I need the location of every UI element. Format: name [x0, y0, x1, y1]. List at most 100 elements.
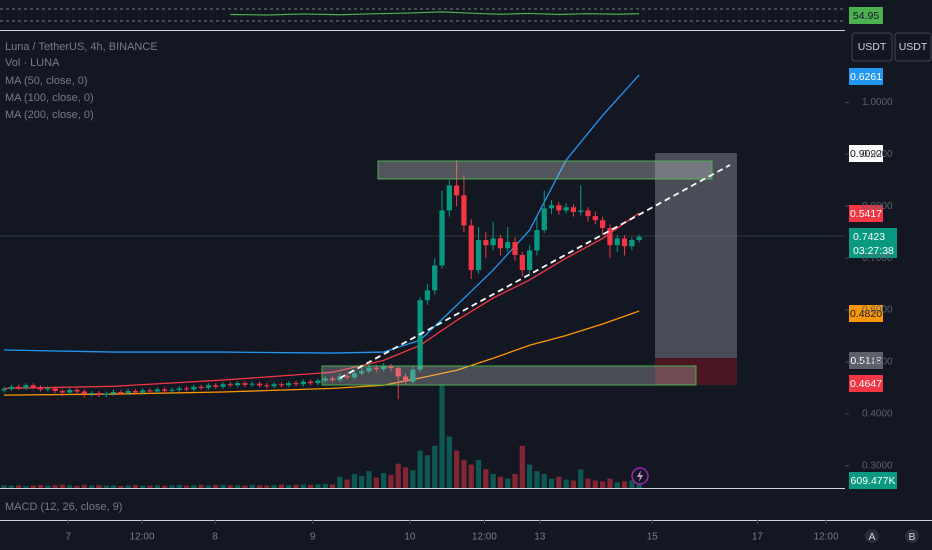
- corner-label[interactable]: B: [908, 531, 915, 543]
- candle-body: [271, 384, 277, 387]
- volume-bar: [563, 479, 569, 488]
- volume-bar: [161, 485, 168, 488]
- volume-bar: [490, 473, 496, 488]
- volume-bar: [140, 485, 146, 488]
- x-tick-label: 17: [752, 532, 764, 543]
- volume-bar: [249, 484, 255, 488]
- x-tick-label: 8: [212, 532, 218, 543]
- corner-label[interactable]: A: [868, 531, 875, 543]
- candle-body: [103, 393, 109, 396]
- badge: [849, 375, 883, 392]
- y-tick-label: 0.7000: [862, 253, 893, 264]
- volume-bar: [585, 478, 591, 488]
- volume-bar: [600, 481, 606, 488]
- currency-button[interactable]: [851, 32, 893, 62]
- volume-bar: [388, 474, 394, 488]
- candle-body: [140, 390, 146, 393]
- x-tick-label: 12:00: [472, 532, 497, 543]
- trend-line: [339, 164, 731, 379]
- volume-bar: [227, 485, 233, 488]
- candle-body: [512, 242, 518, 256]
- candle-body: [286, 383, 292, 386]
- candle-body: [1, 388, 7, 391]
- button-label[interactable]: USDT: [899, 41, 928, 53]
- volume-bar: [205, 485, 212, 488]
- y-tick-label: 0.5000: [862, 357, 893, 368]
- volume-bar: [286, 485, 292, 488]
- button-label[interactable]: USDT: [858, 41, 887, 53]
- volume-bar: [329, 484, 336, 488]
- corner-button[interactable]: [905, 529, 919, 543]
- volume-bar: [322, 483, 328, 488]
- volume-bar: [271, 485, 277, 488]
- ma-line: [4, 310, 640, 396]
- volume-bar: [344, 479, 350, 488]
- candle-body: [118, 392, 124, 394]
- volume-bar: [527, 464, 533, 488]
- candle-body: [439, 210, 445, 266]
- badge-text: 0.5417: [850, 208, 882, 220]
- candle-body: [629, 239, 635, 247]
- y-tick-label: 0.9000: [862, 149, 893, 160]
- badge-text: 0.7423: [853, 231, 885, 243]
- candle-body: [176, 388, 182, 390]
- candle-body: [475, 239, 482, 271]
- volume-bar: [147, 485, 153, 488]
- candle-body: [147, 390, 153, 392]
- volume-bar: [366, 471, 372, 488]
- volume-bar: [454, 450, 460, 488]
- candle-body: [198, 386, 204, 388]
- currency-button[interactable]: [894, 32, 932, 62]
- volume-bar: [103, 485, 109, 488]
- corner-button[interactable]: [865, 529, 879, 543]
- volume-bar: [191, 485, 197, 488]
- volume-bar: [483, 469, 489, 488]
- candle-body: [380, 366, 387, 370]
- volume-bar: [439, 385, 445, 488]
- candle-body: [388, 366, 394, 369]
- macd-label: MACD (12, 26, close, 9): [5, 501, 122, 513]
- candle-body: [110, 392, 117, 394]
- candle-body: [30, 385, 36, 388]
- volume-bar: [183, 485, 190, 488]
- badge-text: 0.5118: [850, 355, 881, 367]
- volume-bar: [461, 459, 467, 488]
- y-tick-label: 0.4000: [862, 408, 893, 419]
- candle-body: [67, 389, 73, 393]
- volume-bar: [74, 485, 80, 488]
- candle-body: [534, 230, 540, 251]
- candle-body: [578, 210, 584, 212]
- candle-body: [563, 207, 569, 211]
- volume-bar: [96, 485, 102, 488]
- drawings-under: [67, 101, 849, 524]
- x-tick-label: 10: [404, 532, 416, 543]
- candle-body: [490, 238, 496, 246]
- candle-body: [548, 205, 555, 209]
- candle-body: [570, 207, 577, 212]
- volume-bar: [614, 482, 620, 488]
- candle-body: [264, 385, 270, 387]
- candle-body: [205, 385, 212, 388]
- volume-bar: [519, 445, 525, 488]
- volume-bar: [132, 485, 139, 488]
- volume-bar: [30, 485, 36, 488]
- volume-bar: [45, 485, 51, 488]
- candle-body: [607, 228, 613, 246]
- candle-body: [373, 367, 379, 370]
- candle-body: [15, 386, 22, 388]
- volume-bar: [512, 473, 518, 488]
- candle-body: [234, 383, 241, 386]
- badge-text: 0.4820: [850, 308, 882, 320]
- candle-body: [483, 239, 489, 246]
- candle-body: [614, 238, 620, 246]
- y-tick-label: 0.6000: [862, 305, 893, 316]
- candle-body: [432, 265, 438, 291]
- volume-bar: [59, 484, 66, 488]
- volume-bar: [621, 481, 628, 488]
- volume-bar: [23, 485, 29, 488]
- volume-bar: [125, 485, 131, 488]
- candle-body: [125, 390, 131, 394]
- volume-bar: [468, 464, 474, 488]
- legend-entry: MA (200, close, 0): [5, 109, 94, 121]
- volume-bar: [234, 485, 241, 488]
